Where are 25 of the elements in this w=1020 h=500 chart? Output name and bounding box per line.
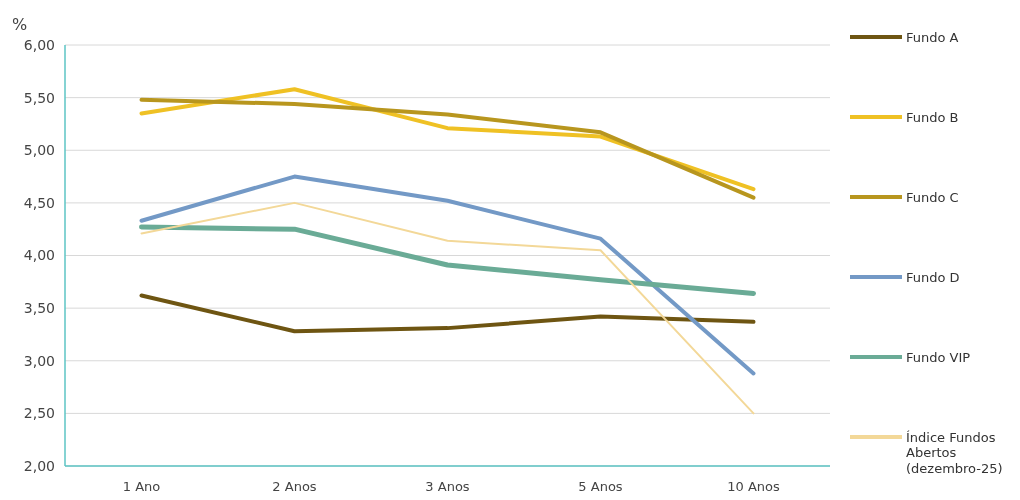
legend-label: Fundo C bbox=[906, 189, 959, 205]
x-tick-label: 1 Ano bbox=[122, 478, 161, 494]
y-tick-label: 3,50 bbox=[23, 300, 55, 317]
x-tick-label: 2 Anos bbox=[272, 478, 317, 494]
y-tick-label: 6,00 bbox=[23, 36, 55, 53]
y-tick-label: 3,00 bbox=[23, 352, 55, 369]
y-tick-label: 4,00 bbox=[23, 247, 55, 264]
y-tick-label: 2,50 bbox=[23, 405, 55, 422]
line-series bbox=[140, 201, 755, 415]
line-series bbox=[139, 293, 756, 334]
line-series bbox=[139, 174, 756, 376]
legend-label: Fundo D bbox=[906, 269, 960, 285]
legend-label: Índice Fundos Abertos (dezembro-25) bbox=[906, 429, 1003, 476]
legend-label: Fundo A bbox=[906, 29, 959, 45]
x-tick-label: 10 Anos bbox=[727, 478, 780, 494]
legend-label: Fundo VIP bbox=[906, 349, 971, 365]
y-tick-label: 2,00 bbox=[23, 457, 55, 474]
x-tick-label: 3 Anos bbox=[425, 478, 470, 494]
y-axis-title: % bbox=[12, 15, 28, 34]
y-tick-label: 4,50 bbox=[23, 194, 55, 211]
line-series bbox=[139, 97, 756, 200]
y-tick-label: 5,50 bbox=[23, 89, 55, 106]
legend-label: Fundo B bbox=[906, 109, 959, 125]
x-tick-label: 5 Anos bbox=[578, 478, 623, 494]
y-tick-label: 5,00 bbox=[23, 142, 55, 159]
